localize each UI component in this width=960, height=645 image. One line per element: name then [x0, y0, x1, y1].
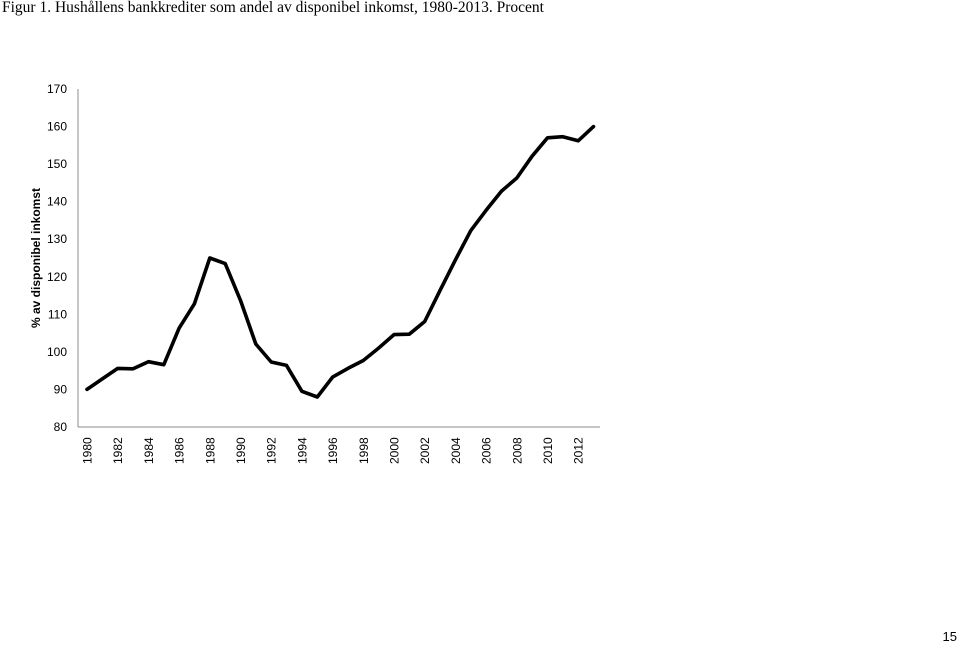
page-number: 15	[942, 629, 957, 644]
x-tick-label: 2010	[541, 437, 555, 464]
series-line	[85, 124, 596, 399]
y-axis-label: % av disponibel inkomst	[29, 188, 43, 328]
x-tick-label: 1984	[142, 437, 156, 464]
y-tick-label: 100	[47, 345, 67, 359]
x-tick-label: 2012	[572, 437, 586, 464]
x-tick-label: 1994	[295, 437, 309, 464]
y-tick-label: 140	[47, 195, 67, 209]
x-tick-label: 1986	[173, 437, 187, 464]
x-tick-label: 1992	[265, 437, 279, 464]
x-tick-label: 1998	[357, 437, 371, 464]
x-tick-label: 2002	[418, 437, 432, 464]
y-tick-label: 160	[47, 120, 67, 134]
x-tick-label: 1982	[111, 437, 125, 464]
y-tick-label: 170	[47, 82, 67, 96]
x-tick-label: 1996	[326, 437, 340, 464]
y-tick-label: 110	[48, 307, 67, 321]
y-tick-label: 130	[47, 232, 67, 246]
x-tick-label: 2000	[388, 437, 402, 464]
x-tick-label: 2006	[480, 437, 494, 464]
y-tick-label: 120	[47, 270, 67, 284]
x-tick-label: 1980	[81, 437, 95, 464]
x-tick-label: 2004	[449, 437, 463, 464]
x-tick-label: 2008	[510, 437, 524, 464]
y-tick-label: 80	[54, 420, 68, 434]
x-tick-label: 1988	[203, 437, 217, 464]
y-tick-label: 150	[47, 157, 67, 171]
x-tick-label: 1990	[234, 437, 248, 464]
y-tick-label: 90	[54, 382, 68, 396]
figure-title: Figur 1. Hushållens bankkrediter som and…	[2, 0, 544, 16]
